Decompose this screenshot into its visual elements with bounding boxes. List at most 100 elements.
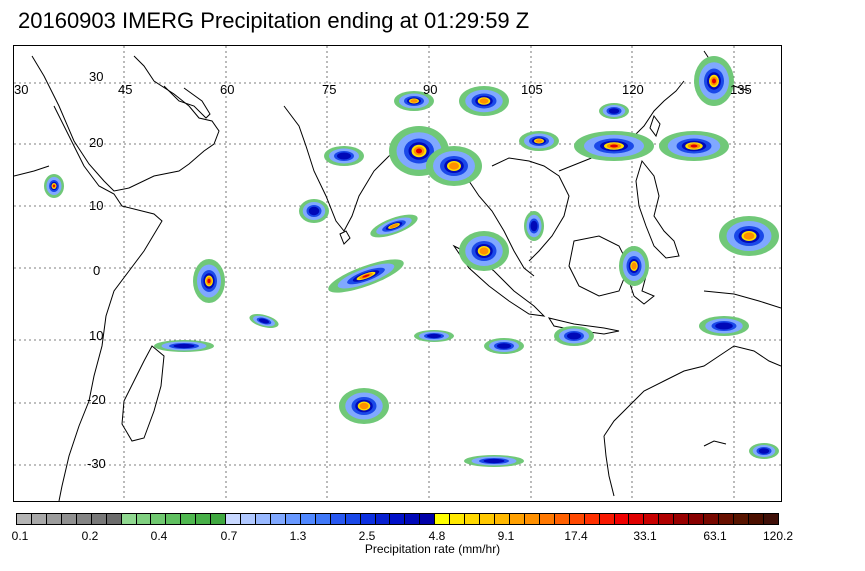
precip-cell [690, 144, 698, 148]
colorbar-cell [151, 514, 167, 524]
precipitation-field [44, 56, 779, 467]
precip-cell [479, 98, 489, 104]
colorbar-tick: 1.3 [289, 529, 307, 543]
colorbar-cell [659, 514, 675, 524]
precip-cell [448, 162, 460, 170]
map-canvas [14, 46, 781, 501]
colorbar-tick: 63.1 [703, 529, 727, 543]
precip-cell [359, 402, 369, 410]
colorbar-cell [181, 514, 197, 524]
colorbar-label: Precipitation rate (mm/hr) [364, 542, 501, 556]
colorbar-cell [211, 514, 227, 524]
lat-label: -20 [87, 392, 106, 407]
precip-cell [567, 332, 581, 340]
colorbar-cell [330, 514, 346, 524]
colorbar-cell [554, 514, 570, 524]
colorbar-cell [420, 514, 436, 524]
colorbar-tick: 33.1 [633, 529, 657, 543]
colorbar-cell [196, 514, 212, 524]
colorbar-cell [763, 514, 778, 524]
colorbar-cell [256, 514, 271, 524]
lat-label: 10 [89, 198, 104, 213]
precip-cell [530, 220, 538, 232]
colorbar-cell [524, 514, 540, 524]
lat-label: 10 [89, 328, 104, 343]
colorbar-cell [46, 514, 62, 524]
precip-cell [416, 148, 422, 154]
colorbar-cell [390, 514, 406, 524]
colorbar-cell [166, 514, 182, 524]
precip-cell [427, 333, 441, 339]
colorbar-tick: 0.4 [150, 529, 168, 543]
colorbar [16, 513, 779, 525]
precip-cell [258, 318, 270, 324]
precip-cell [535, 139, 543, 143]
precip-cell [173, 343, 195, 349]
colorbar-cell [584, 514, 600, 524]
colorbar-cell [480, 514, 495, 524]
colorbar-cell [136, 514, 152, 524]
colorbar-cell [719, 514, 734, 524]
lat-label: 0 [93, 263, 101, 278]
lat-label: -30 [87, 456, 106, 471]
colorbar-cell [405, 514, 421, 524]
colorbar-cell [345, 514, 361, 524]
precip-cell [758, 448, 770, 454]
lat-label: 20 [89, 135, 104, 150]
colorbar-cell [375, 514, 391, 524]
colorbar-cell [17, 514, 32, 524]
lon-label: 45 [118, 82, 133, 97]
colorbar-cell [599, 514, 615, 524]
colorbar-cell [61, 514, 77, 524]
colorbar-tick: 4.8 [428, 529, 446, 543]
lon-label: 75 [322, 82, 337, 97]
precip-cell [715, 322, 733, 330]
precip-cell [53, 184, 55, 188]
page-title: 20160903 IMERG Precipitation ending at 0… [18, 8, 530, 33]
precip-cell [337, 152, 351, 160]
colorbar-cell [435, 514, 451, 524]
precip-cell [410, 99, 418, 103]
precip-cell [362, 274, 370, 278]
coastlines [14, 50, 781, 501]
lon-label: 135 [730, 82, 752, 97]
colorbar-cell [285, 514, 301, 524]
colorbar-tick: 120.2 [762, 529, 794, 543]
colorbar-tick: 0.1 [11, 529, 29, 543]
precip-cell [483, 458, 505, 464]
colorbar-tick: 17.4 [564, 529, 588, 543]
colorbar-cell [465, 514, 481, 524]
precip-cell [743, 232, 755, 240]
colorbar-cell [734, 514, 749, 524]
precip-cell [308, 206, 320, 216]
lon-label: 60 [220, 82, 235, 97]
precip-cell [631, 262, 637, 270]
colorbar-cell [226, 514, 242, 524]
colorbar-tick: 2.5 [358, 529, 376, 543]
colorbar-cell [704, 514, 720, 524]
colorbar-cell [91, 514, 107, 524]
precip-cell [479, 247, 489, 255]
precip-cell [207, 278, 211, 284]
colorbar-cell [539, 514, 555, 524]
lon-label: 105 [521, 82, 543, 97]
precipitation-map: 30 45 60 75 90 105 120 135 30 20 10 0 10… [13, 45, 782, 502]
colorbar-cell [76, 514, 92, 524]
colorbar-cell [450, 514, 466, 524]
colorbar-cell [241, 514, 256, 524]
colorbar-cell [629, 514, 645, 524]
colorbar-cell [495, 514, 510, 524]
colorbar-cell [270, 514, 286, 524]
precip-cell [608, 108, 620, 114]
colorbar-cell [31, 514, 47, 524]
precip-cell [497, 343, 511, 349]
graticule [14, 46, 781, 501]
colorbar-cell [300, 514, 316, 524]
colorbar-cell [748, 514, 764, 524]
colorbar-cell [689, 514, 705, 524]
lon-label: 30 [14, 82, 29, 97]
lon-label: 90 [423, 82, 438, 97]
colorbar-tick: 0.7 [220, 529, 238, 543]
colorbar-cell [121, 514, 137, 524]
lon-label: 120 [622, 82, 644, 97]
